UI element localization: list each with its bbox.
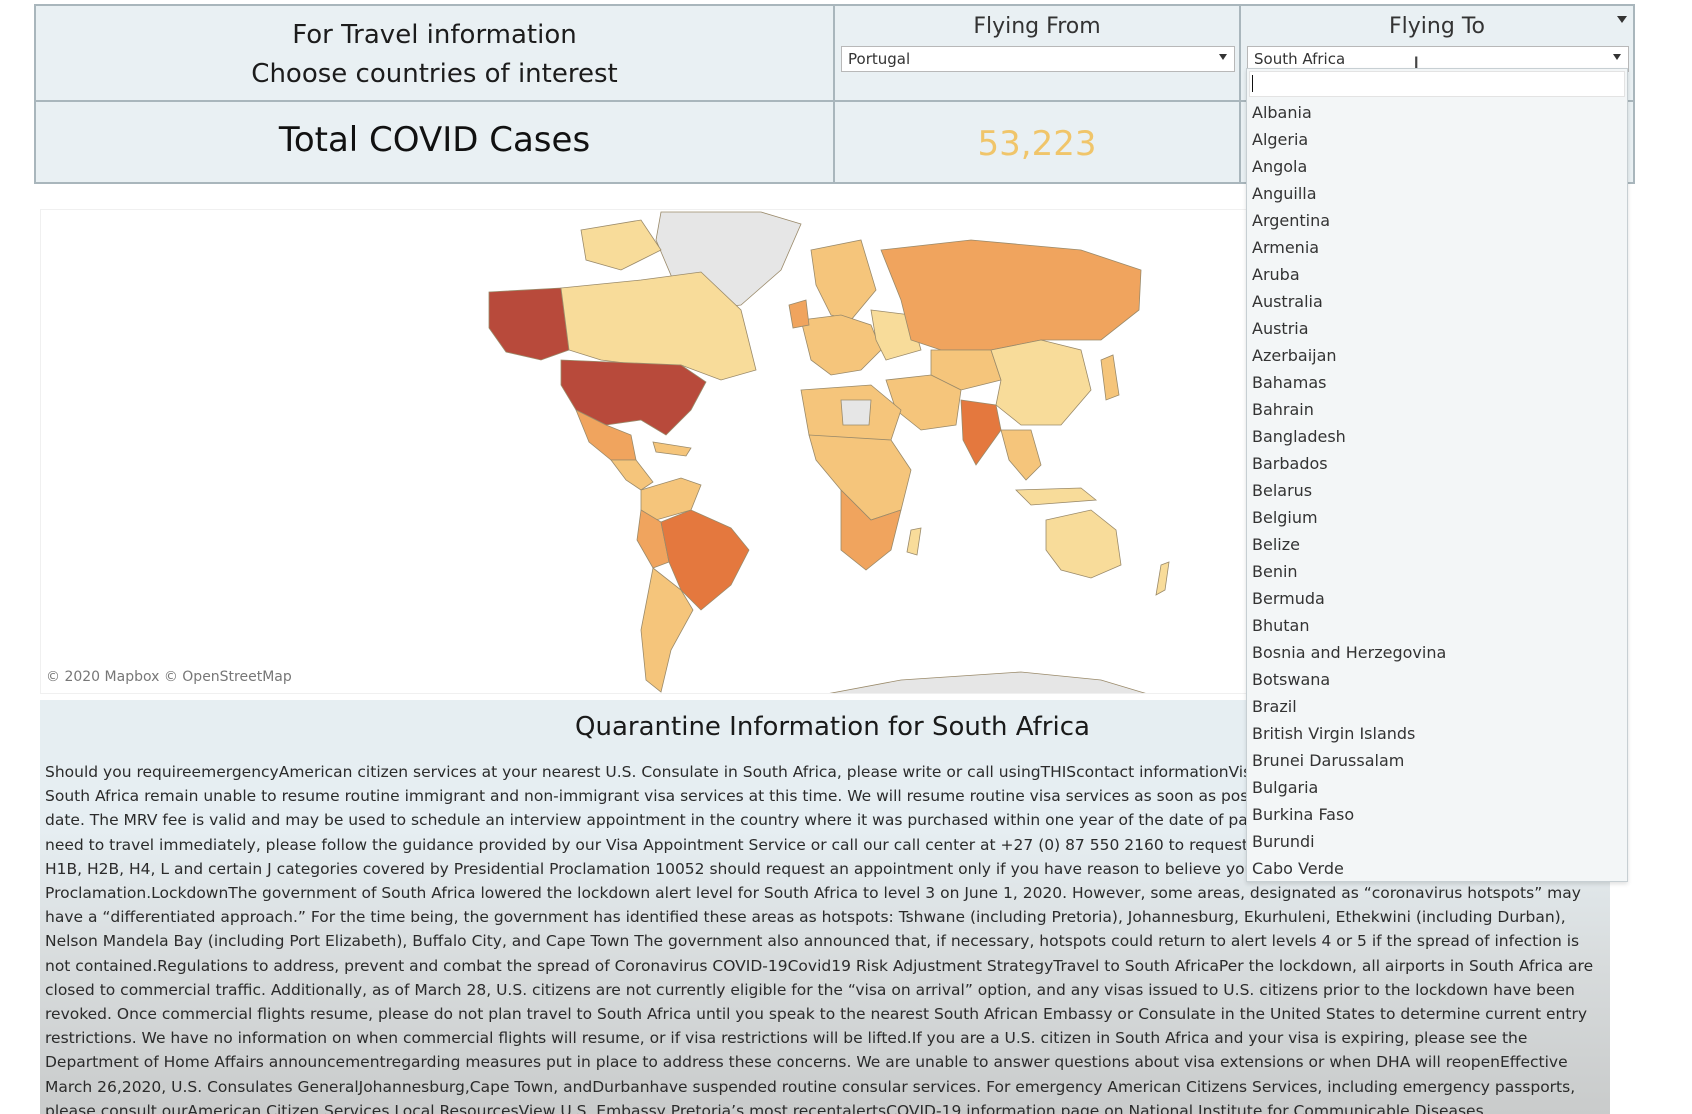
- flying-from-title: Flying From: [973, 14, 1101, 39]
- flying-from-select[interactable]: Portugal: [841, 46, 1235, 72]
- dropdown-option[interactable]: Algeria: [1252, 130, 1309, 149]
- filter-menu-caret-icon[interactable]: [1617, 16, 1627, 23]
- map-country-new-zealand[interactable]: [1155, 561, 1170, 596]
- dropdown-option[interactable]: Aruba: [1252, 265, 1300, 284]
- dropdown-option[interactable]: Austria: [1252, 319, 1309, 338]
- map-country-peru[interactable]: [636, 509, 670, 569]
- map-country-southeast-asia[interactable]: [1000, 429, 1042, 481]
- dropdown-option[interactable]: Angola: [1252, 157, 1308, 176]
- dropdown-search-input[interactable]: [1249, 71, 1625, 97]
- dropdown-option[interactable]: Argentina: [1252, 211, 1331, 230]
- intro-line-1: For Travel information: [292, 20, 577, 50]
- flying-from-selected-value: Portugal: [848, 50, 911, 68]
- dropdown-option[interactable]: Belize: [1252, 535, 1300, 554]
- flying-to-select[interactable]: South Africa: [1247, 46, 1629, 72]
- flying-to-selected-value: South Africa: [1254, 50, 1346, 68]
- flying-to-title: Flying To: [1389, 14, 1485, 39]
- map-country-central-america[interactable]: [610, 459, 654, 491]
- dropdown-option[interactable]: Bahamas: [1252, 373, 1327, 392]
- intro-line-2: Choose countries of interest: [251, 59, 618, 89]
- quarantine-title: Quarantine Information for South Africa: [575, 712, 1090, 742]
- map-country-madagascar[interactable]: [906, 527, 922, 556]
- flying-to-dropdown[interactable]: Albania Algeria Angola Anguilla Argentina Arm…: [1246, 68, 1628, 882]
- map-country-australia[interactable]: [1045, 509, 1122, 579]
- dropdown-option[interactable]: Bosnia and Herzegovina: [1252, 643, 1447, 662]
- map-country-russia[interactable]: [880, 239, 1142, 351]
- dropdown-option[interactable]: British Virgin Islands: [1252, 724, 1416, 743]
- dropdown-options: Albania Algeria Angola Anguilla Argentina Arm…: [1247, 99, 1627, 881]
- map-country-kazakhstan[interactable]: [930, 349, 1002, 391]
- map-country-argentina[interactable]: [640, 567, 694, 693]
- text-cursor-icon: I: [1413, 54, 1420, 79]
- dropdown-option[interactable]: Benin: [1252, 562, 1298, 581]
- map-country-uk[interactable]: [788, 299, 810, 329]
- total-cases-value-cell: 53,223: [833, 100, 1241, 184]
- dropdown-option[interactable]: Brazil: [1252, 697, 1297, 716]
- dropdown-option[interactable]: Bangladesh: [1252, 427, 1346, 446]
- dropdown-option[interactable]: Burkina Faso: [1252, 805, 1355, 824]
- map-country-southern-africa[interactable]: [840, 489, 902, 571]
- map-country-canada[interactable]: [560, 271, 757, 381]
- dropdown-option[interactable]: Bulgaria: [1252, 778, 1319, 797]
- dropdown-option[interactable]: Anguilla: [1252, 184, 1317, 203]
- dropdown-option[interactable]: Australia: [1252, 292, 1323, 311]
- map-country-arctic-islands[interactable]: [580, 219, 662, 271]
- chevron-down-icon: [1219, 54, 1227, 60]
- map-country-japan[interactable]: [1100, 354, 1120, 401]
- dropdown-option[interactable]: Barbados: [1252, 454, 1328, 473]
- dropdown-option[interactable]: Belgium: [1252, 508, 1318, 527]
- dropdown-option[interactable]: Botswana: [1252, 670, 1331, 689]
- dropdown-option[interactable]: Cabo Verde: [1252, 859, 1344, 878]
- map-country-united-states[interactable]: [560, 359, 707, 436]
- dropdown-option[interactable]: Armenia: [1252, 238, 1320, 257]
- dropdown-option[interactable]: Brunei Darussalam: [1252, 751, 1405, 770]
- total-cases-value: 53,223: [977, 124, 1097, 164]
- map-country-alaska[interactable]: [488, 287, 570, 361]
- map-antarctica: [829, 671, 1146, 693]
- map-country-india[interactable]: [960, 399, 1002, 466]
- map-country-sahara-nodata[interactable]: [840, 399, 872, 426]
- dropdown-option[interactable]: Bahrain: [1252, 400, 1314, 419]
- map-attribution[interactable]: © 2020 Mapbox © OpenStreetMap: [46, 669, 292, 685]
- map-country-scandinavia[interactable]: [810, 239, 877, 321]
- total-cases-label-cell: Total COVID Cases: [34, 100, 835, 184]
- map-country-china[interactable]: [990, 339, 1092, 426]
- text-caret: [1252, 75, 1253, 92]
- dropdown-option[interactable]: Belarus: [1252, 481, 1313, 500]
- total-cases-label: Total COVID Cases: [278, 120, 591, 160]
- map-country-caribbean[interactable]: [652, 441, 692, 457]
- map-country-central-africa[interactable]: [808, 434, 912, 521]
- dropdown-option[interactable]: Bhutan: [1252, 616, 1310, 635]
- chevron-down-icon: [1613, 54, 1621, 60]
- dropdown-option[interactable]: Bermuda: [1252, 589, 1325, 608]
- quarantine-body-text: Should you requireemergencyAmerican citi…: [45, 763, 1594, 1114]
- flying-from-cell: Flying From Portugal: [833, 4, 1241, 102]
- world-map-canvas[interactable]: [41, 210, 1250, 694]
- intro-cell: For Travel information Choose countries …: [34, 4, 835, 102]
- dropdown-option[interactable]: Azerbaijan: [1252, 346, 1337, 365]
- map-country-western-europe[interactable]: [800, 314, 882, 376]
- map-country-brazil[interactable]: [660, 509, 750, 611]
- dropdown-option[interactable]: Burundi: [1252, 832, 1315, 851]
- world-map[interactable]: © 2020 Mapbox © OpenStreetMap: [40, 209, 1250, 694]
- map-country-indonesia[interactable]: [1015, 487, 1098, 506]
- dropdown-option[interactable]: Albania: [1252, 103, 1312, 122]
